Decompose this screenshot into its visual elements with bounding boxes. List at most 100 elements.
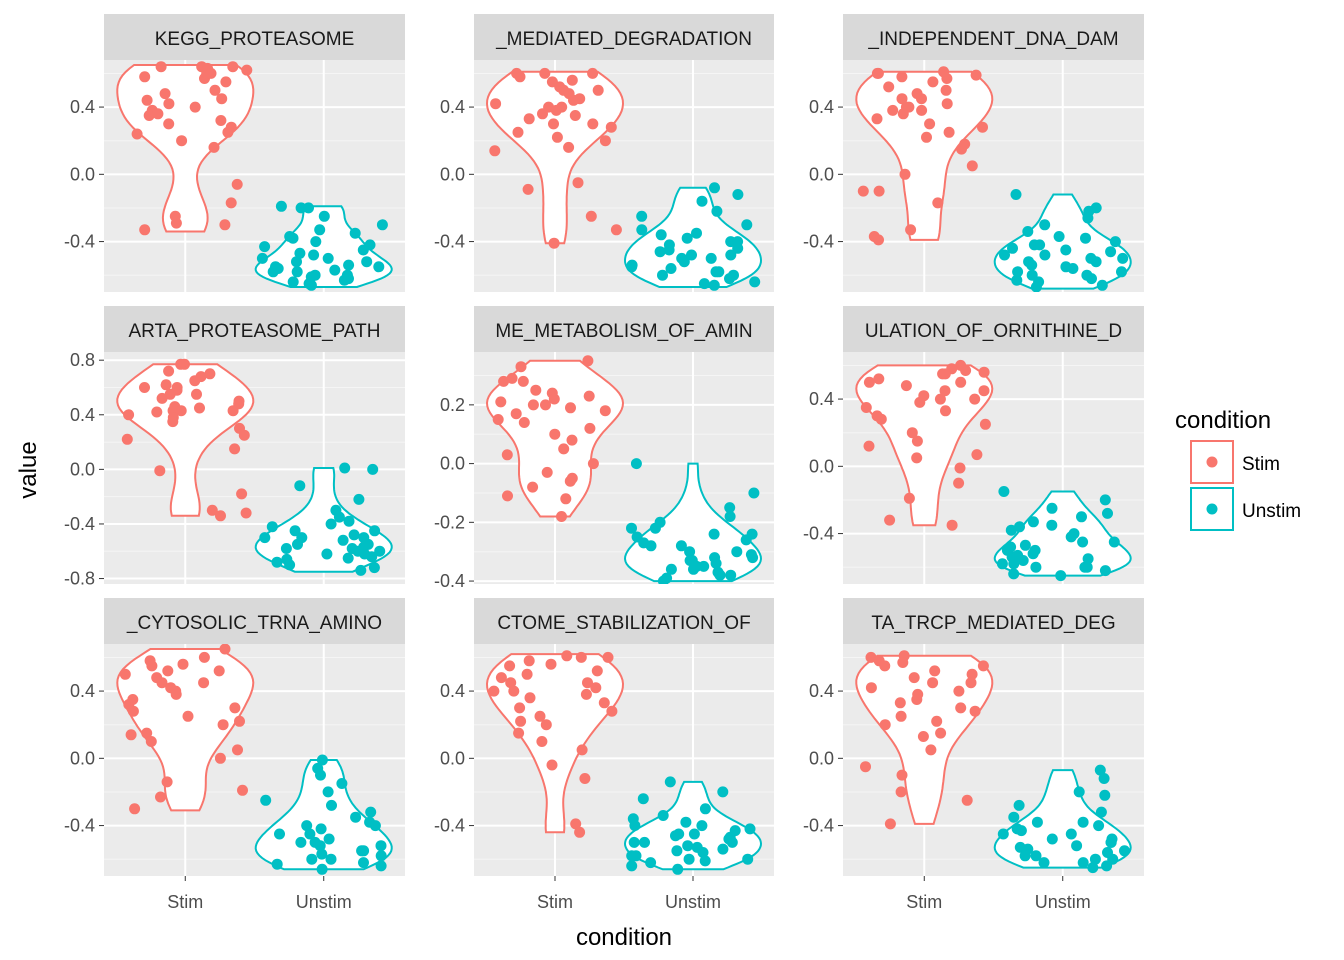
data-point-unstim <box>717 843 729 855</box>
data-point-unstim <box>626 860 638 872</box>
data-point-stim <box>152 108 164 120</box>
data-point-stim <box>871 113 883 125</box>
y-tick-label: 0.8 <box>70 350 95 370</box>
data-point-stim <box>189 101 201 113</box>
data-point-stim <box>546 759 558 771</box>
data-point-stim <box>941 98 953 110</box>
data-point-unstim <box>1055 570 1067 582</box>
data-point-unstim <box>365 806 377 818</box>
data-point-unstim <box>369 525 381 537</box>
data-point-stim <box>873 373 885 385</box>
data-point-stim <box>219 644 231 655</box>
data-point-stim <box>155 791 166 803</box>
data-point-unstim <box>309 269 321 281</box>
data-point-stim <box>206 504 218 516</box>
data-point-unstim <box>742 853 754 865</box>
data-point-stim <box>515 715 527 727</box>
data-point-stim <box>961 794 973 806</box>
data-point-unstim <box>732 236 744 248</box>
data-point-unstim <box>997 828 1009 840</box>
data-point-unstim <box>1082 212 1094 224</box>
data-point-stim <box>879 719 891 731</box>
y-tick-label: 0.4 <box>809 389 834 409</box>
y-tick-label: -0.4 <box>64 514 95 534</box>
data-point-unstim <box>284 559 296 571</box>
data-point-unstim <box>696 195 708 207</box>
data-point-unstim <box>1027 548 1039 560</box>
data-point-stim <box>548 237 560 249</box>
data-point-stim <box>558 443 570 455</box>
data-point-unstim <box>1087 862 1099 874</box>
panel-content <box>855 650 1132 874</box>
data-point-stim <box>160 379 172 391</box>
data-point-unstim <box>725 249 737 261</box>
data-point-unstim <box>657 810 669 821</box>
data-point-unstim <box>748 487 760 499</box>
data-point-unstim <box>280 543 292 554</box>
data-point-stim <box>895 710 907 722</box>
data-point-unstim <box>315 823 327 835</box>
panel-strip-title: TA_TRCP_MEDIATED_DEG <box>871 613 1115 634</box>
x-tick-label: Stim <box>537 892 573 912</box>
data-point-stim <box>960 365 972 376</box>
data-point-unstim <box>1093 820 1105 832</box>
data-point-unstim <box>361 256 373 268</box>
data-point-stim <box>534 710 546 722</box>
x-axis-title: condition <box>576 924 672 951</box>
data-point-stim <box>216 93 228 105</box>
data-point-stim <box>518 417 530 428</box>
data-point-stim <box>979 418 991 430</box>
legend-key-unstim-point <box>1206 503 1218 515</box>
data-point-unstim <box>1011 274 1023 286</box>
data-point-stim <box>131 128 143 140</box>
data-point-stim <box>234 715 245 727</box>
y-tick-label: 0.4 <box>809 681 834 701</box>
panel-strip-title: _INDEPENDENT_DNA_DAM <box>867 29 1118 50</box>
data-point-unstim <box>682 840 694 852</box>
data-point-stim <box>943 126 955 138</box>
data-point-unstim <box>336 778 348 789</box>
data-point-stim <box>177 658 189 670</box>
data-point-unstim <box>325 853 337 865</box>
data-point-stim <box>971 449 983 461</box>
data-point-unstim <box>337 534 349 546</box>
data-point-unstim <box>369 820 381 832</box>
data-point-stim <box>953 685 965 697</box>
data-point-stim <box>498 375 510 387</box>
panel-strip-title: CTOME_STABILIZATION_OF <box>497 613 750 634</box>
data-point-stim <box>139 71 151 83</box>
data-point-stim <box>925 744 937 756</box>
data-point-unstim <box>1096 279 1108 291</box>
data-point-stim <box>911 435 923 447</box>
data-point-stim <box>527 481 539 493</box>
data-point-stim <box>916 93 927 105</box>
data-point-unstim <box>1046 519 1058 531</box>
data-point-stim <box>863 376 875 388</box>
data-point-unstim <box>645 857 657 869</box>
panel-strip-title: ME_METABOLISM_OF_AMIN <box>495 321 752 342</box>
data-point-stim <box>921 131 932 143</box>
data-point-unstim <box>699 803 711 815</box>
data-point-stim <box>873 234 884 246</box>
data-point-unstim <box>708 528 720 540</box>
data-point-stim <box>240 507 252 519</box>
data-point-unstim <box>314 224 326 236</box>
data-point-stim <box>955 702 967 714</box>
legend-key-stim-point <box>1206 456 1218 468</box>
data-point-stim <box>955 376 967 388</box>
data-point-unstim <box>1030 850 1042 862</box>
data-point-stim <box>587 67 599 79</box>
data-point-unstim <box>353 493 365 505</box>
data-point-stim <box>219 219 231 231</box>
data-point-unstim <box>1027 516 1039 528</box>
data-point-unstim <box>705 252 717 264</box>
data-point-stim <box>198 677 210 689</box>
data-point-stim <box>598 697 610 709</box>
data-point-stim <box>977 660 989 672</box>
data-point-stim <box>549 428 561 440</box>
data-point-stim <box>568 94 579 106</box>
data-point-stim <box>939 385 951 397</box>
data-point-unstim <box>329 264 341 276</box>
panel-8: CTOME_STABILIZATION_OF -0.4 0.0 0.4 Stim Unst… <box>434 598 774 912</box>
y-tick-label: 0.0 <box>70 459 95 479</box>
